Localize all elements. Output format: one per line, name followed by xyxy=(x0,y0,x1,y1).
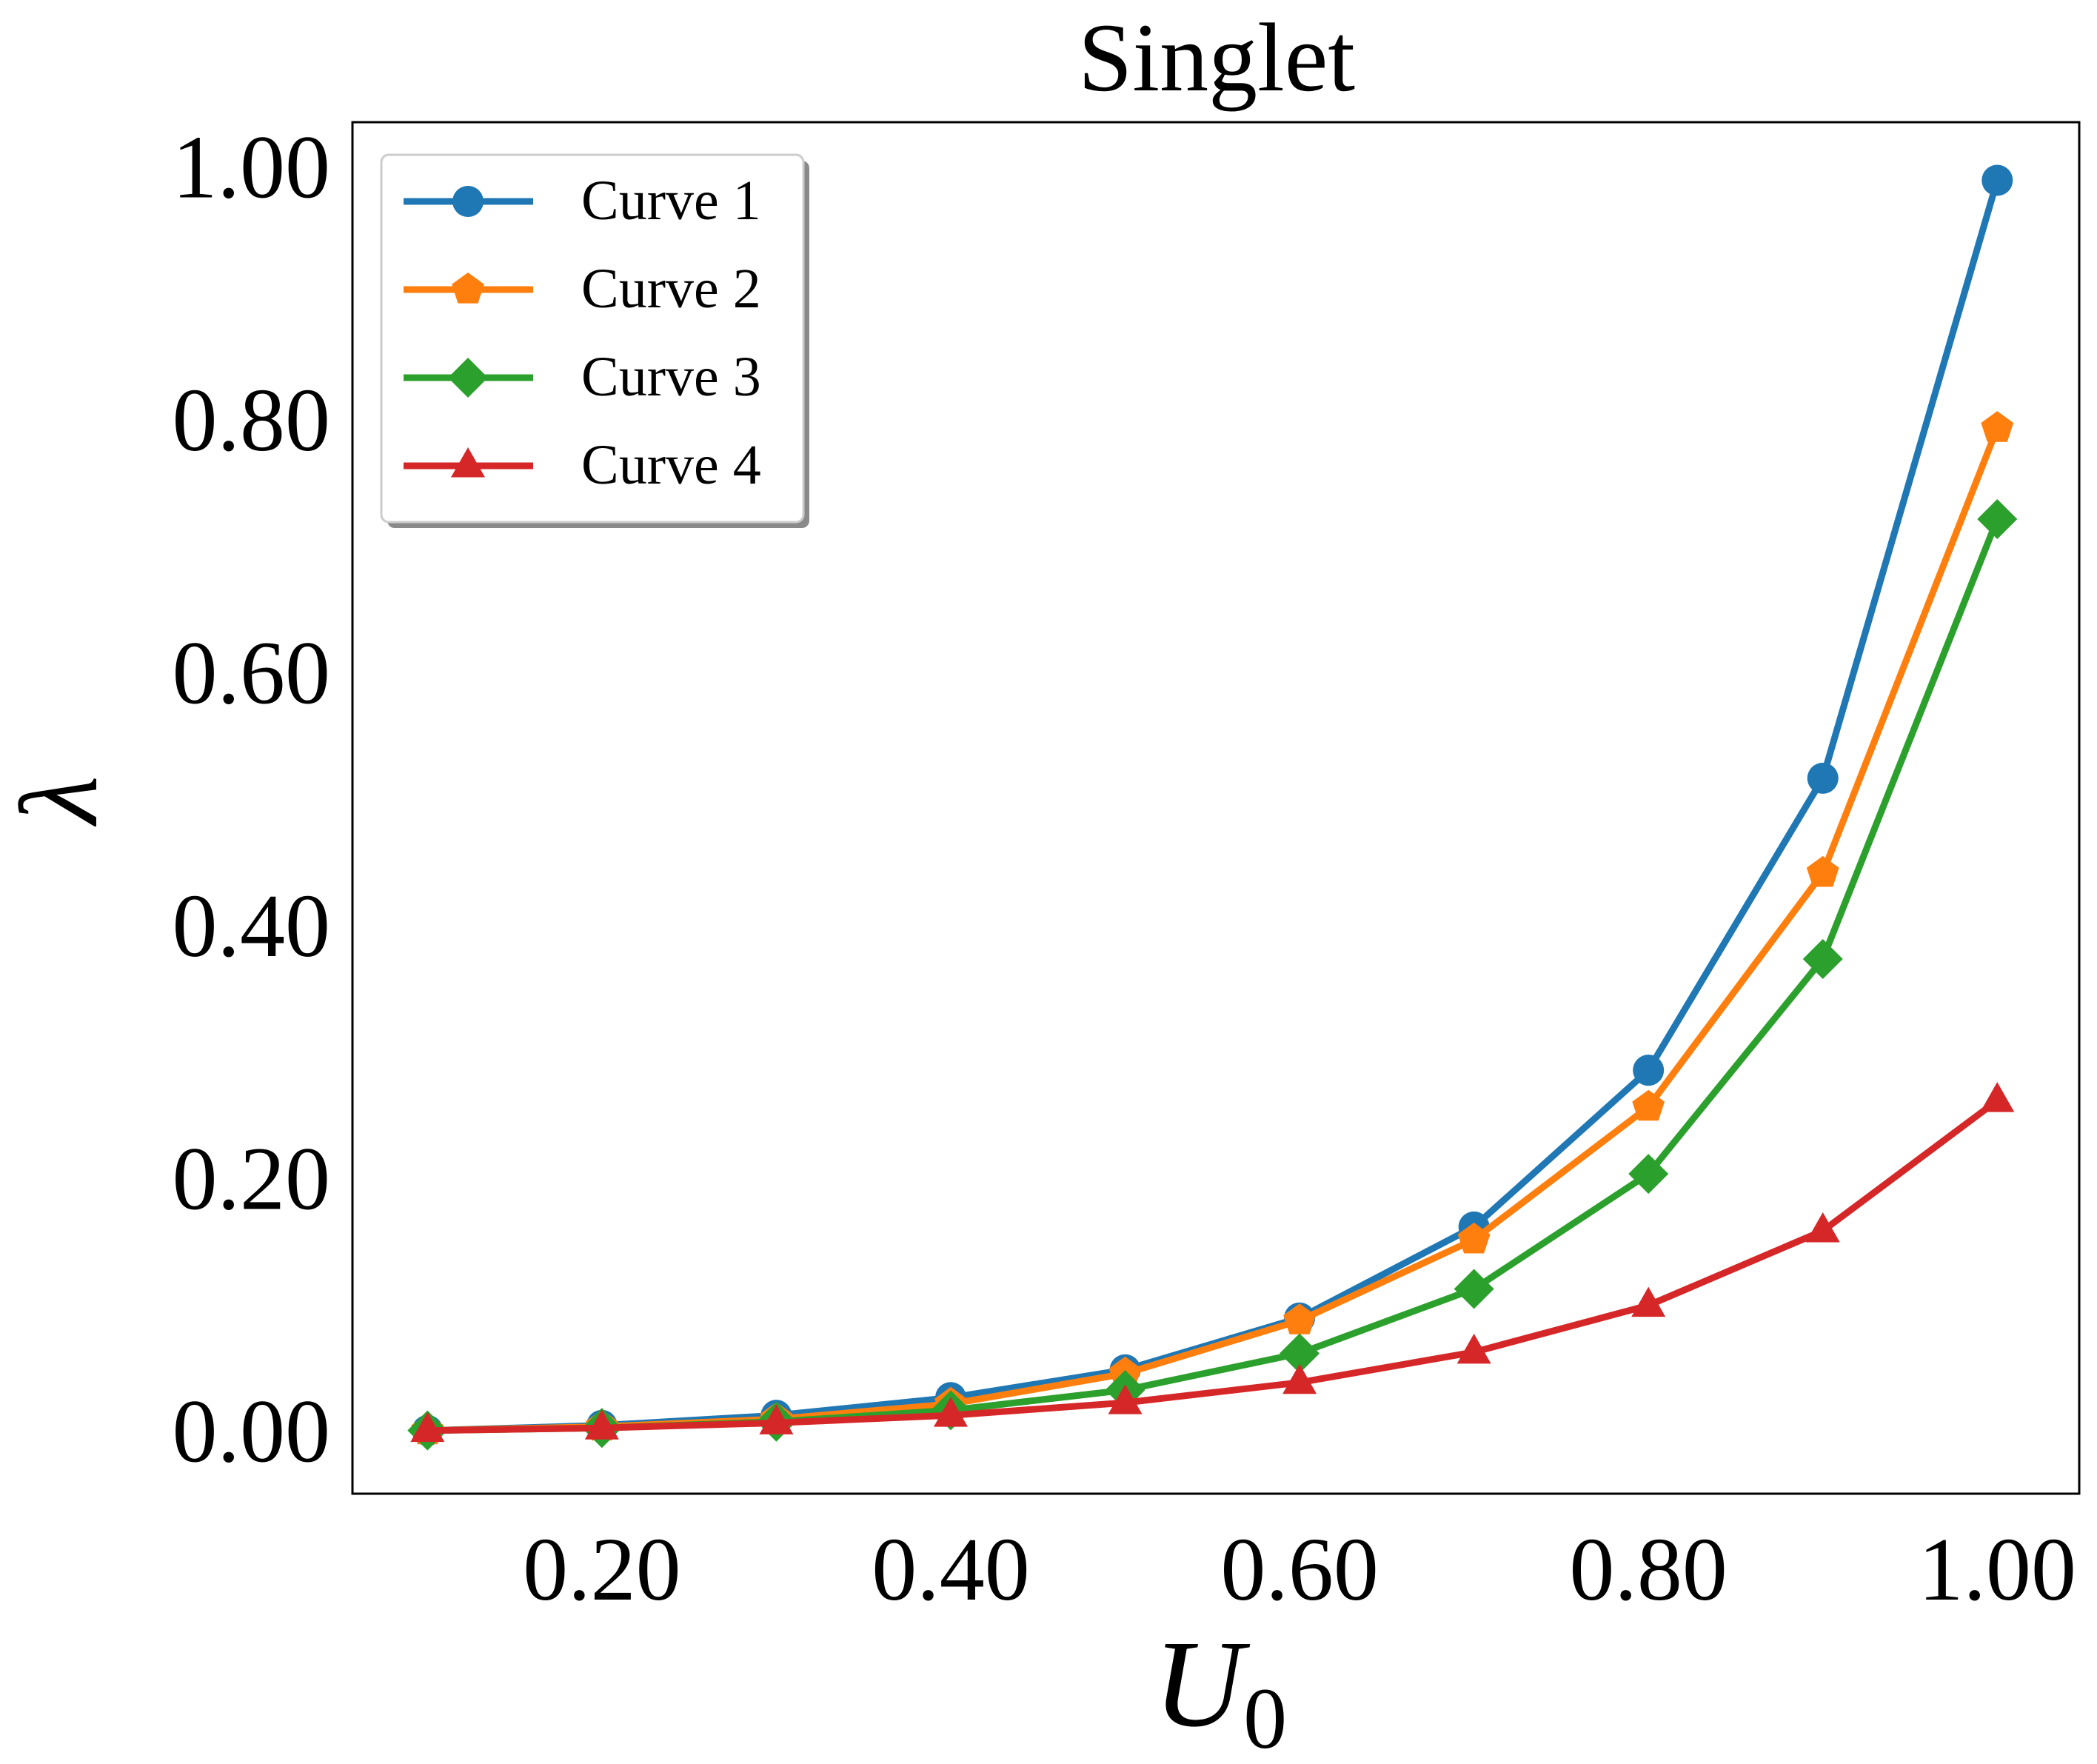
y-tick-label: 1.00 xyxy=(173,118,331,218)
data-point xyxy=(1456,1333,1491,1364)
series-line-2 xyxy=(424,424,2001,1434)
data-point xyxy=(933,1397,968,1427)
series-line-3 xyxy=(424,515,2001,1434)
series-2 xyxy=(411,411,2014,1445)
legend-swatch-marker xyxy=(448,358,488,398)
y-axis-label: λ xyxy=(0,776,121,827)
data-point xyxy=(759,1404,794,1434)
legend-entry: Curve 2 xyxy=(404,258,761,320)
series-layer xyxy=(407,164,2018,1451)
data-point xyxy=(584,1409,619,1440)
legend-box xyxy=(380,153,805,524)
series-4 xyxy=(410,1082,2015,1443)
x-axis-label-subscript: 0 xyxy=(1243,1670,1287,1764)
y-ticks: 0.00 0.20 0.40 0.60 0.80 1.00 xyxy=(173,118,331,1482)
data-point xyxy=(1628,1154,1669,1195)
x-tick-label: 0.20 xyxy=(523,1520,681,1620)
data-point xyxy=(1108,1384,1143,1414)
y-tick-label: 0.00 xyxy=(173,1382,331,1482)
chart-title: Singlet xyxy=(1078,3,1355,112)
data-point xyxy=(1632,1089,1665,1121)
data-point xyxy=(1454,1269,1494,1309)
data-point xyxy=(1981,164,2013,196)
y-tick-label: 0.20 xyxy=(173,1129,331,1229)
y-tick-label: 0.40 xyxy=(173,876,331,976)
data-point xyxy=(410,1411,445,1443)
data-point xyxy=(1806,855,1839,887)
data-point xyxy=(1282,1363,1317,1394)
data-point xyxy=(1802,938,1843,979)
data-point xyxy=(1283,1303,1316,1334)
data-point xyxy=(1977,498,2018,539)
y-tick-label: 0.80 xyxy=(173,370,331,470)
data-point xyxy=(1280,1333,1320,1374)
legend-entry: Curve 1 xyxy=(404,170,761,232)
x-ticks: 0.20 0.40 0.60 0.80 1.00 xyxy=(523,1520,2076,1620)
x-tick-label: 1.00 xyxy=(1919,1520,2077,1620)
legend: Curve 1 Curve 2 Curve 3 Curve 4 xyxy=(380,153,809,528)
legend-label: Curve 3 xyxy=(581,346,761,408)
legend-swatch-marker xyxy=(452,273,484,304)
legend-entry: Curve 3 xyxy=(404,346,761,408)
series-line-4 xyxy=(424,1097,2001,1434)
legend-swatch-marker xyxy=(452,186,484,217)
data-point xyxy=(1807,762,1839,794)
legend-entry: Curve 4 xyxy=(404,434,761,496)
legend-entries: Curve 1 Curve 2 Curve 3 Curve 4 xyxy=(404,170,761,496)
data-point xyxy=(1981,411,2014,442)
data-point xyxy=(1633,1055,1665,1086)
data-point xyxy=(1631,1286,1666,1317)
data-point xyxy=(1805,1212,1840,1243)
plot-frame xyxy=(351,121,2081,1495)
x-tick-label: 0.80 xyxy=(1569,1520,1728,1620)
series-3 xyxy=(407,498,2018,1451)
legend-swatch-marker xyxy=(451,447,485,478)
x-axis-label: U0 xyxy=(1154,1615,1287,1764)
x-tick-label: 0.60 xyxy=(1220,1520,1379,1620)
x-tick-label: 0.40 xyxy=(872,1520,1030,1620)
data-point xyxy=(1457,1222,1491,1254)
legend-label: Curve 1 xyxy=(581,170,761,232)
legend-label: Curve 2 xyxy=(581,258,761,320)
legend-label: Curve 4 xyxy=(581,434,761,496)
data-point xyxy=(1980,1082,2015,1112)
y-tick-label: 0.60 xyxy=(173,624,331,724)
